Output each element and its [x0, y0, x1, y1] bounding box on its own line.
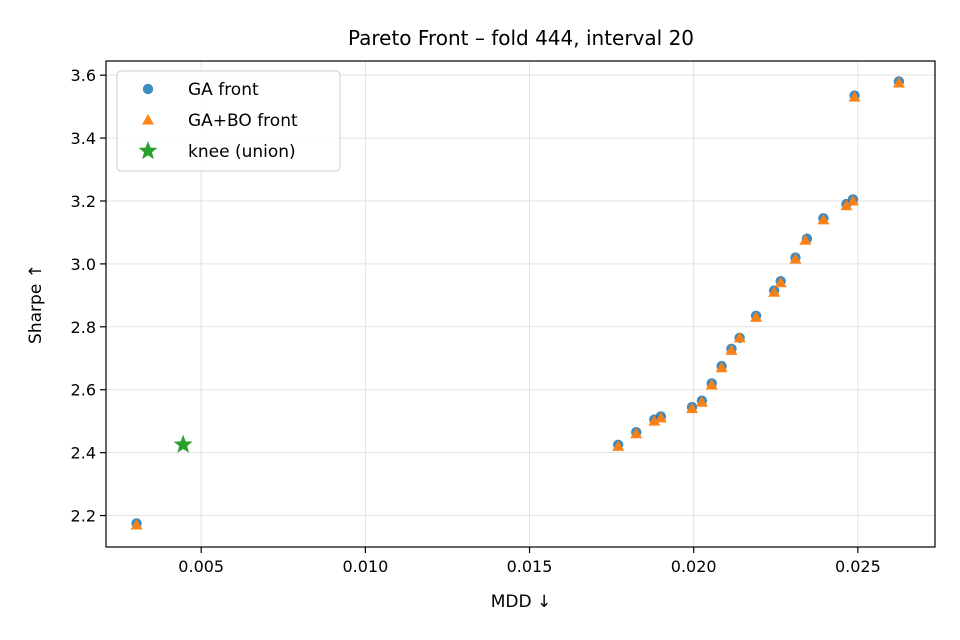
y-tick-label: 3.6	[71, 66, 96, 85]
y-tick-label: 2.8	[71, 318, 96, 337]
axes: 0.005 0.010 0.015 0.020 0.025 2.2 2.4 2.6 2.8 3.0…	[71, 66, 881, 576]
ga-bo-front-point	[686, 402, 699, 414]
x-tick-label: 0.010	[342, 557, 388, 576]
legend: GA front GA+BO front knee (union)	[116, 70, 341, 172]
ga-bo-front-point	[750, 311, 763, 322]
legend-marker-ga-bo-front	[142, 114, 154, 125]
ga-bo-front-point	[774, 276, 787, 288]
y-tick-label: 3.4	[71, 129, 96, 148]
data-points	[130, 76, 905, 530]
series-star	[173, 434, 193, 453]
knee-point	[173, 434, 193, 453]
ga-bo-front-point	[705, 379, 718, 390]
ga-bo-front-point	[630, 427, 643, 439]
legend-box	[116, 70, 341, 172]
y-tick-label: 2.2	[71, 507, 96, 526]
ga-bo-front-point	[715, 361, 728, 373]
ga-bo-front-point	[733, 331, 746, 343]
ga-bo-front-point	[892, 77, 905, 88]
ga-bo-front-point	[848, 91, 861, 102]
x-axis-label: MDD ↓	[491, 592, 552, 612]
legend-label: GA front	[188, 80, 259, 100]
grid	[106, 61, 935, 547]
series-triangle	[130, 77, 905, 530]
ga-bo-front-point	[654, 412, 667, 423]
x-tick-label: 0.020	[671, 557, 717, 576]
ga-bo-front-point	[789, 253, 802, 264]
y-tick-label: 3.0	[71, 255, 96, 274]
ga-bo-front-point	[799, 234, 812, 245]
ga-bo-front-point	[725, 344, 738, 355]
ga-bo-front-point	[130, 518, 143, 530]
chart-title: Pareto Front – fold 444, interval 20	[348, 26, 694, 50]
ga-bo-front-point	[846, 194, 859, 206]
plot-frame	[105, 60, 936, 548]
x-tick-label: 0.005	[178, 557, 224, 576]
ga-bo-front-point	[840, 199, 853, 211]
y-tick-label: 3.2	[71, 192, 96, 211]
legend-label: GA+BO front	[188, 111, 298, 131]
y-tick-label: 2.6	[71, 381, 96, 400]
x-tick-label: 0.015	[507, 557, 553, 576]
ga-bo-front-point	[612, 440, 625, 451]
ga-bo-front-point	[817, 213, 830, 225]
legend-label: knee (union)	[188, 142, 296, 162]
y-tick-label: 2.4	[71, 444, 96, 463]
ga-bo-front-point	[648, 415, 661, 426]
legend-marker-ga-front	[142, 83, 154, 95]
y-axis-label: Sharpe ↑	[26, 264, 46, 344]
legend-marker-knee	[138, 141, 158, 160]
x-tick-label: 0.025	[835, 557, 881, 576]
ga-bo-front-point	[768, 286, 781, 297]
ga-bo-front-point	[695, 396, 708, 407]
